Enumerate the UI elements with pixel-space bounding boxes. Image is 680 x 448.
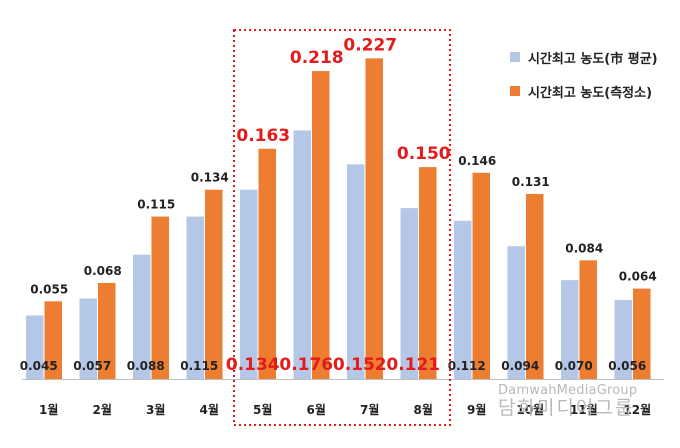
bar-city-average-4 <box>186 216 204 379</box>
bar-city-average-8 <box>400 208 418 379</box>
data-label-city-average-12: 0.056 <box>608 359 646 373</box>
data-label-station-5: 0.163 <box>236 126 290 146</box>
bar-station-10 <box>526 193 544 379</box>
bar-city-average-1 <box>26 315 44 379</box>
bar-city-average-9 <box>454 220 472 379</box>
data-label-city-average-6: 0.176 <box>279 355 333 375</box>
x-tick-label-7: 7월 <box>360 402 379 417</box>
bar-station-12 <box>633 288 651 379</box>
x-tick-label-12: 12월 <box>623 402 651 417</box>
data-label-station-11: 0.084 <box>565 241 603 255</box>
bar-city-average-5 <box>240 189 258 379</box>
x-tick-label-10: 10월 <box>516 402 544 417</box>
bar-station-9 <box>472 172 490 379</box>
watermark-english: DamwahMediaGroup <box>498 383 638 398</box>
bar-station-8 <box>419 167 437 379</box>
data-label-station-1: 0.055 <box>30 282 68 296</box>
bar-city-average-7 <box>347 164 365 379</box>
data-label-station-8: 0.150 <box>397 144 451 164</box>
data-label-station-6: 0.218 <box>290 48 344 68</box>
bar-station-7 <box>365 58 383 380</box>
data-label-city-average-8: 0.121 <box>386 355 440 375</box>
data-label-city-average-2: 0.057 <box>73 359 111 373</box>
legend-swatch-station <box>510 86 520 96</box>
data-label-station-12: 0.064 <box>619 270 657 284</box>
x-tick-label-1: 1월 <box>39 402 58 417</box>
bar-station-11 <box>579 260 597 379</box>
watermark-korean: 담화미디어그룹 <box>498 397 635 419</box>
bar-station-2 <box>98 282 116 379</box>
legend-label-city-average: 시간최고 농도(市 평균) <box>528 51 658 67</box>
data-label-city-average-9: 0.112 <box>448 359 486 373</box>
bar-city-average-12 <box>614 299 632 379</box>
bar-city-average-3 <box>133 254 151 379</box>
legend-item-station: 시간최고 농도(측정소) <box>510 80 658 102</box>
x-tick-label-11: 11월 <box>570 402 598 417</box>
watermark: DamwahMediaGroup 담화미디어그룹 <box>498 384 637 418</box>
data-label-city-average-4: 0.115 <box>180 359 218 373</box>
data-label-station-3: 0.115 <box>137 198 175 212</box>
bar-city-average-6 <box>293 130 311 379</box>
bar-station-6 <box>312 71 330 379</box>
data-label-station-7: 0.227 <box>343 35 397 55</box>
legend-label-station: 시간최고 농도(측정소) <box>528 85 653 101</box>
bar-station-5 <box>258 148 276 379</box>
data-label-station-2: 0.068 <box>84 264 122 278</box>
data-label-station-10: 0.131 <box>512 175 550 189</box>
x-tick-label-8: 8월 <box>414 402 433 417</box>
bar-city-average-11 <box>561 280 579 379</box>
data-label-city-average-7: 0.152 <box>333 355 387 375</box>
x-tick-label-2: 2월 <box>93 402 112 417</box>
data-label-city-average-3: 0.088 <box>127 359 165 373</box>
data-label-city-average-11: 0.070 <box>555 359 593 373</box>
data-label-city-average-5: 0.134 <box>226 355 280 375</box>
legend-swatch-city-average <box>510 52 520 62</box>
x-tick-label-5: 5월 <box>253 402 272 417</box>
x-tick-label-3: 3월 <box>146 402 165 417</box>
bar-city-average-2 <box>79 298 97 379</box>
data-label-station-4: 0.134 <box>191 171 229 185</box>
data-label-city-average-1: 0.045 <box>20 359 58 373</box>
bar-station-3 <box>151 216 169 379</box>
bar-station-1 <box>44 301 62 379</box>
bar-station-4 <box>205 189 223 379</box>
data-label-city-average-10: 0.094 <box>501 359 539 373</box>
x-tick-label-4: 4월 <box>200 402 219 417</box>
bar-city-average-10 <box>507 246 525 379</box>
x-tick-label-6: 6월 <box>307 402 326 417</box>
x-tick-label-9: 9월 <box>467 402 486 417</box>
legend: 시간최고 농도(市 평균) 시간최고 농도(측정소) <box>510 46 658 114</box>
data-label-station-9: 0.146 <box>458 154 496 168</box>
legend-item-city-average: 시간최고 농도(市 평균) <box>510 46 658 68</box>
